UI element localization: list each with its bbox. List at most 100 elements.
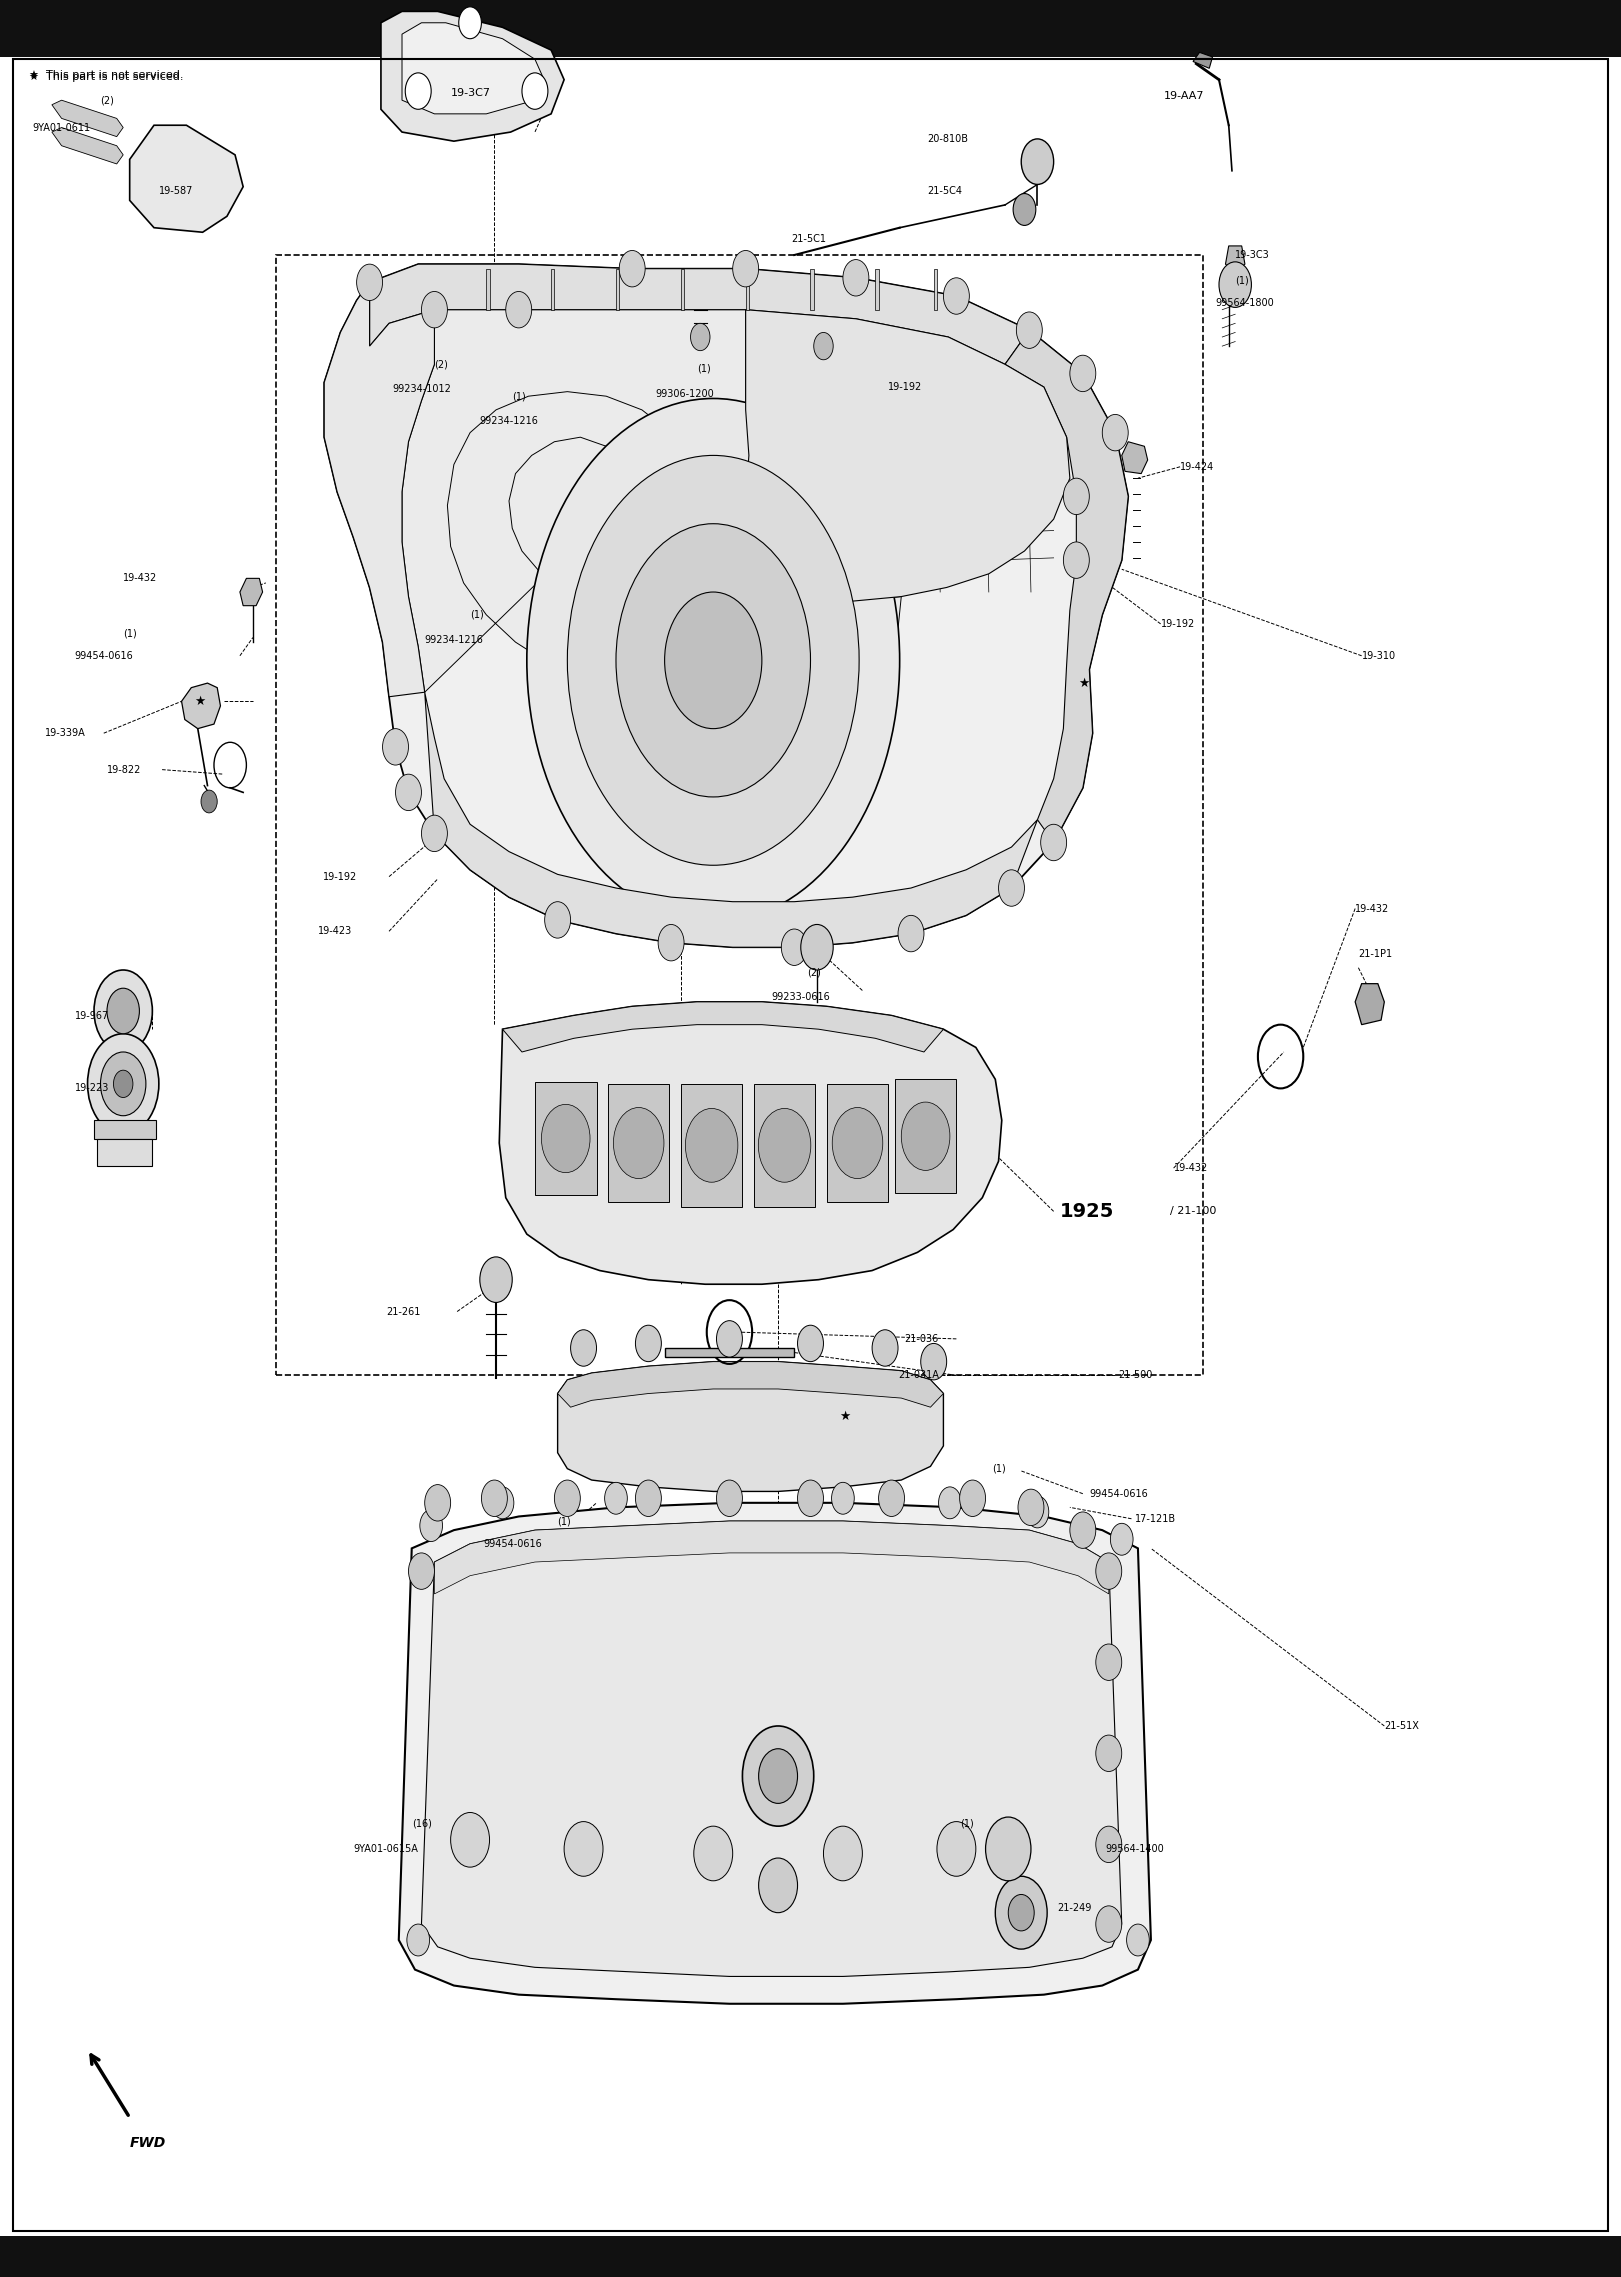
Circle shape	[960, 1480, 986, 1516]
Text: (1): (1)	[470, 610, 483, 619]
Text: 99234-1216: 99234-1216	[480, 417, 538, 426]
Circle shape	[396, 774, 421, 811]
Circle shape	[716, 1321, 742, 1357]
FancyArrowPatch shape	[91, 2054, 128, 2115]
Circle shape	[898, 915, 924, 952]
Text: ★: ★	[1078, 676, 1089, 690]
Text: 99454-0616: 99454-0616	[483, 1539, 541, 1548]
Circle shape	[571, 1330, 597, 1366]
Text: 20-810B: 20-810B	[927, 134, 968, 143]
Text: 19-967: 19-967	[75, 1011, 109, 1020]
Circle shape	[943, 278, 969, 314]
Circle shape	[1102, 414, 1128, 451]
Bar	[754, 1084, 815, 1207]
Circle shape	[939, 1487, 961, 1519]
Text: 19-192: 19-192	[323, 872, 357, 881]
Bar	[895, 1079, 956, 1193]
Circle shape	[491, 1487, 514, 1519]
Circle shape	[1018, 1489, 1044, 1526]
Circle shape	[1063, 478, 1089, 515]
Text: ★: ★	[840, 1409, 851, 1423]
Text: 17-121B: 17-121B	[1135, 1514, 1175, 1523]
Polygon shape	[434, 1521, 1109, 1594]
Polygon shape	[381, 11, 564, 141]
Circle shape	[1063, 542, 1089, 578]
Polygon shape	[486, 269, 490, 310]
Circle shape	[94, 970, 152, 1052]
Text: (2): (2)	[807, 968, 822, 977]
Polygon shape	[616, 269, 619, 310]
Text: 19-192: 19-192	[1161, 619, 1195, 628]
Text: (1): (1)	[960, 1819, 973, 1828]
Circle shape	[1070, 355, 1096, 392]
Circle shape	[798, 1480, 823, 1516]
Circle shape	[798, 1325, 823, 1362]
Circle shape	[1013, 194, 1036, 225]
Circle shape	[1096, 1644, 1122, 1680]
Text: (2): (2)	[434, 360, 449, 369]
Circle shape	[742, 1726, 814, 1826]
Text: (1): (1)	[558, 1516, 571, 1526]
Circle shape	[1219, 262, 1251, 307]
Circle shape	[1096, 1906, 1122, 1942]
Circle shape	[1021, 139, 1054, 184]
Text: 99454-0616: 99454-0616	[75, 651, 133, 660]
Text: ★: ★	[195, 694, 206, 708]
Circle shape	[658, 924, 684, 961]
Text: 19-587: 19-587	[159, 187, 193, 196]
Polygon shape	[742, 310, 1070, 601]
Text: 99454-0616: 99454-0616	[1089, 1489, 1148, 1498]
Text: 21-1P1: 21-1P1	[1358, 950, 1392, 959]
Text: 99564-1400: 99564-1400	[1106, 1844, 1164, 1853]
Polygon shape	[934, 269, 937, 310]
Text: 19-223: 19-223	[75, 1084, 109, 1093]
Circle shape	[759, 1109, 810, 1182]
Circle shape	[357, 264, 383, 301]
Circle shape	[541, 1104, 590, 1173]
Polygon shape	[240, 578, 263, 606]
Text: 99233-0616: 99233-0616	[772, 993, 830, 1002]
Circle shape	[733, 250, 759, 287]
Circle shape	[1070, 1512, 1096, 1548]
Circle shape	[686, 1109, 738, 1182]
Text: 99564-1800: 99564-1800	[1216, 298, 1274, 307]
Circle shape	[451, 1812, 490, 1867]
Circle shape	[1096, 1735, 1122, 1772]
Text: 19-AA7: 19-AA7	[1164, 91, 1204, 100]
Circle shape	[554, 1480, 580, 1516]
Text: 21-031A: 21-031A	[898, 1371, 939, 1380]
Circle shape	[564, 1822, 603, 1876]
Circle shape	[408, 1553, 434, 1589]
Polygon shape	[97, 1138, 152, 1166]
Circle shape	[101, 1052, 146, 1116]
Text: 21-5C4: 21-5C4	[927, 187, 963, 196]
Polygon shape	[370, 264, 1029, 364]
Circle shape	[879, 1480, 905, 1516]
Circle shape	[480, 1257, 512, 1302]
Circle shape	[832, 1482, 854, 1514]
Polygon shape	[52, 100, 123, 137]
Circle shape	[605, 1482, 627, 1514]
Circle shape	[567, 455, 859, 865]
Circle shape	[901, 1102, 950, 1170]
Circle shape	[459, 7, 481, 39]
Circle shape	[613, 1107, 665, 1179]
Polygon shape	[421, 1521, 1122, 1976]
Polygon shape	[130, 125, 243, 232]
Polygon shape	[875, 269, 879, 310]
Circle shape	[832, 1107, 883, 1179]
Text: 1925: 1925	[1060, 1202, 1115, 1220]
Bar	[0, 0, 1621, 57]
Circle shape	[986, 1817, 1031, 1881]
Text: (1): (1)	[992, 1464, 1005, 1473]
Polygon shape	[402, 23, 543, 114]
Circle shape	[113, 1070, 133, 1098]
Polygon shape	[681, 269, 684, 310]
Bar	[276, 255, 1203, 1375]
Text: 21-249: 21-249	[1057, 1904, 1091, 1913]
Circle shape	[481, 1480, 507, 1516]
Circle shape	[716, 1480, 742, 1516]
Text: 9YA01-0615A: 9YA01-0615A	[353, 1844, 418, 1853]
Circle shape	[759, 1749, 798, 1803]
Polygon shape	[558, 1362, 943, 1407]
